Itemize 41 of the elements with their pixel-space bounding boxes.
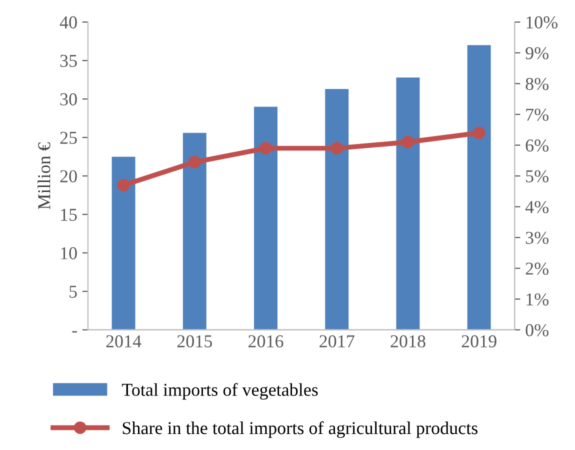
legend-label: Share in the total imports of agricultural products (122, 421, 478, 438)
y2-tick-label: 10% (526, 16, 558, 29)
point (117, 178, 130, 192)
y2-tick-label: 9% (526, 47, 548, 60)
y2-tick-label: 0% (526, 324, 548, 336)
bar (112, 156, 136, 330)
x-tick-label: 2016 (248, 335, 284, 348)
bar (467, 45, 491, 330)
y-tick-label: 25 (60, 132, 77, 144)
y2-tick-label: 5% (526, 170, 548, 182)
x-tick-label: 2017 (320, 335, 354, 348)
bar (254, 106, 278, 330)
point (188, 156, 201, 168)
y-tick-label: 30 (60, 93, 77, 106)
y-axis-title: Million € (38, 142, 50, 210)
y2-tick-label: 1% (526, 293, 548, 306)
y-tick-label: 20 (60, 170, 77, 182)
point (402, 136, 414, 148)
y-tick-label: 10 (61, 247, 77, 260)
y2-tick-label: 6% (526, 139, 548, 152)
y2-tick-label: 4% (525, 200, 548, 214)
y-tick-label: 35 (60, 54, 77, 67)
y2-tick-label: 8% (526, 78, 548, 90)
point (472, 126, 486, 140)
y2-tick-label: 7% (526, 108, 548, 121)
y-tick-label: - (72, 331, 77, 333)
point (330, 142, 344, 154)
x-tick-label: 2018 (390, 335, 426, 348)
bar (396, 77, 420, 330)
x-tick-label: 2014 (106, 335, 142, 348)
y2-tick-label: 2% (526, 262, 548, 275)
bar (325, 88, 349, 330)
y-tick-label: 40 (60, 16, 77, 28)
x-tick-label: 2019 (462, 335, 496, 348)
y-tick-label: 15 (61, 208, 77, 221)
x-tick-label: 2015 (177, 335, 212, 348)
bar (182, 132, 206, 330)
y-tick-label: 5 (70, 286, 77, 298)
legend-label: Total imports of vegetables (122, 383, 318, 400)
y2-tick-label: 3% (526, 232, 548, 244)
point (259, 142, 272, 154)
